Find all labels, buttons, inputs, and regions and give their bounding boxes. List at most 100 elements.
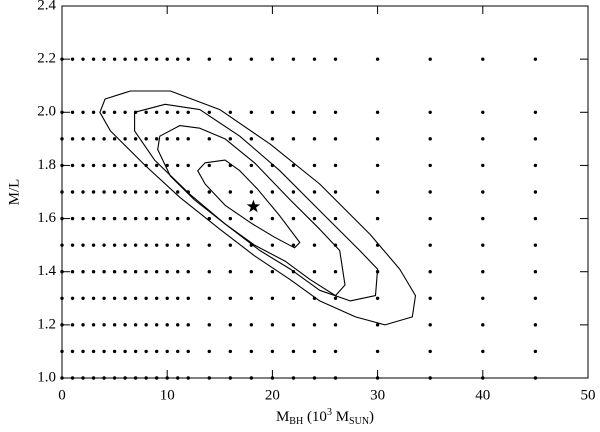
grid-point — [91, 243, 96, 247]
x-tick-label: 50 — [581, 387, 596, 403]
grid-point — [249, 270, 254, 274]
grid-point — [112, 110, 117, 114]
grid-point — [123, 296, 127, 300]
grid-point — [533, 163, 538, 168]
grid-point — [70, 137, 75, 141]
grid-point — [270, 137, 275, 141]
grid-point — [144, 376, 148, 380]
grid-point — [249, 323, 254, 327]
grid-point — [144, 349, 148, 354]
grid-point — [91, 323, 96, 327]
grid-point — [165, 110, 169, 114]
grid-point — [154, 57, 159, 61]
grid-point — [270, 376, 275, 380]
grid-point — [312, 323, 317, 327]
grid-point — [165, 243, 169, 247]
grid-point — [249, 57, 254, 61]
grid-point — [102, 190, 106, 194]
grid-point — [81, 190, 85, 194]
grid-point — [112, 216, 117, 221]
grid-point — [70, 270, 75, 274]
grid-point — [291, 216, 296, 221]
grid-point — [375, 376, 380, 380]
grid-point — [291, 163, 296, 168]
grid-point — [207, 270, 211, 274]
grid-point — [144, 110, 148, 114]
grid-point — [481, 163, 485, 168]
grid-point — [112, 376, 117, 380]
grid-point — [312, 270, 317, 274]
grid-point — [428, 323, 432, 327]
grid-point — [81, 137, 85, 141]
grid-point — [176, 110, 180, 114]
grid-point — [102, 110, 106, 114]
grid-point — [481, 137, 485, 141]
grid-point — [207, 243, 211, 247]
grid-point — [91, 270, 96, 274]
grid-point — [91, 216, 96, 221]
grid-point — [481, 216, 485, 221]
grid-point — [165, 296, 169, 300]
grid-point — [312, 110, 317, 114]
grid-point — [270, 243, 275, 247]
grid-point — [333, 243, 338, 247]
y-tick-label: 1.2 — [37, 316, 56, 332]
grid-point — [112, 57, 117, 61]
grid-point — [112, 270, 117, 274]
grid-point — [428, 349, 432, 354]
x-label-part: M — [332, 409, 349, 425]
grid-point — [228, 376, 233, 380]
grid-point — [186, 216, 190, 221]
grid-point — [176, 270, 180, 274]
x-tick-label: 40 — [475, 387, 490, 403]
y-tick-label: 1.8 — [37, 157, 56, 173]
grid-point — [154, 243, 159, 247]
grid-point — [428, 270, 432, 274]
grid-point — [60, 110, 64, 114]
grid-point — [81, 243, 85, 247]
grid-point — [154, 323, 159, 327]
x-label-sub: BH — [289, 416, 303, 427]
grid-point — [207, 137, 211, 141]
grid-point — [60, 190, 64, 194]
grid-point — [144, 270, 148, 274]
grid-point — [133, 57, 138, 61]
grid-point — [333, 376, 338, 380]
grid-point — [123, 137, 127, 141]
grid-point — [91, 349, 96, 354]
grid-point — [228, 57, 233, 61]
grid-point — [133, 376, 138, 380]
grid-point — [270, 57, 275, 61]
grid-point — [228, 270, 233, 274]
grid-point — [123, 243, 127, 247]
grid-point — [186, 57, 190, 61]
grid-point — [291, 57, 296, 61]
grid-point — [154, 296, 159, 300]
grid-point — [112, 323, 117, 327]
grid-point — [154, 376, 159, 380]
grid-point — [123, 216, 127, 221]
grid-point — [133, 349, 138, 354]
grid-point — [176, 137, 180, 141]
grid-point — [375, 323, 380, 327]
grid-point — [154, 190, 159, 194]
plot-frame — [61, 5, 589, 379]
x-label-sup: 3 — [327, 407, 332, 418]
grid-point — [154, 349, 159, 354]
grid-point — [333, 110, 338, 114]
grid-point — [228, 216, 233, 221]
grid-point — [249, 110, 254, 114]
grid-point — [60, 376, 64, 380]
y-tick-label: 1.6 — [37, 210, 56, 226]
grid-point — [270, 296, 275, 300]
grid-point — [481, 110, 485, 114]
grid-point — [207, 323, 211, 327]
grid-point — [176, 163, 180, 168]
grid-point — [481, 270, 485, 274]
grid-point — [91, 110, 96, 114]
grid-point — [291, 110, 296, 114]
best-fit-star — [246, 199, 261, 213]
grid-point — [481, 323, 485, 327]
grid-point — [533, 296, 538, 300]
grid-point — [270, 110, 275, 114]
